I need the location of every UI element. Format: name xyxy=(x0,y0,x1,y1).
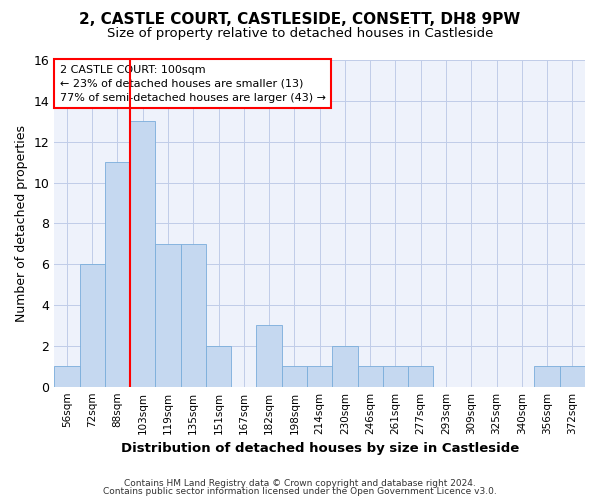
Bar xyxy=(181,244,206,386)
Bar xyxy=(155,244,181,386)
Text: Size of property relative to detached houses in Castleside: Size of property relative to detached ho… xyxy=(107,28,493,40)
Bar xyxy=(282,366,307,386)
Bar xyxy=(130,122,155,386)
Bar xyxy=(535,366,560,386)
Bar xyxy=(358,366,383,386)
Text: 2, CASTLE COURT, CASTLESIDE, CONSETT, DH8 9PW: 2, CASTLE COURT, CASTLESIDE, CONSETT, DH… xyxy=(79,12,521,28)
Bar xyxy=(206,346,231,387)
Bar xyxy=(80,264,105,386)
X-axis label: Distribution of detached houses by size in Castleside: Distribution of detached houses by size … xyxy=(121,442,519,455)
Bar xyxy=(256,326,282,386)
Text: Contains public sector information licensed under the Open Government Licence v3: Contains public sector information licen… xyxy=(103,487,497,496)
Bar xyxy=(408,366,433,386)
Bar xyxy=(54,366,80,386)
Bar xyxy=(307,366,332,386)
Text: Contains HM Land Registry data © Crown copyright and database right 2024.: Contains HM Land Registry data © Crown c… xyxy=(124,478,476,488)
Bar xyxy=(332,346,358,387)
Bar xyxy=(105,162,130,386)
Y-axis label: Number of detached properties: Number of detached properties xyxy=(15,125,28,322)
Bar xyxy=(560,366,585,386)
Bar xyxy=(383,366,408,386)
Text: 2 CASTLE COURT: 100sqm
← 23% of detached houses are smaller (13)
77% of semi-det: 2 CASTLE COURT: 100sqm ← 23% of detached… xyxy=(59,65,326,103)
